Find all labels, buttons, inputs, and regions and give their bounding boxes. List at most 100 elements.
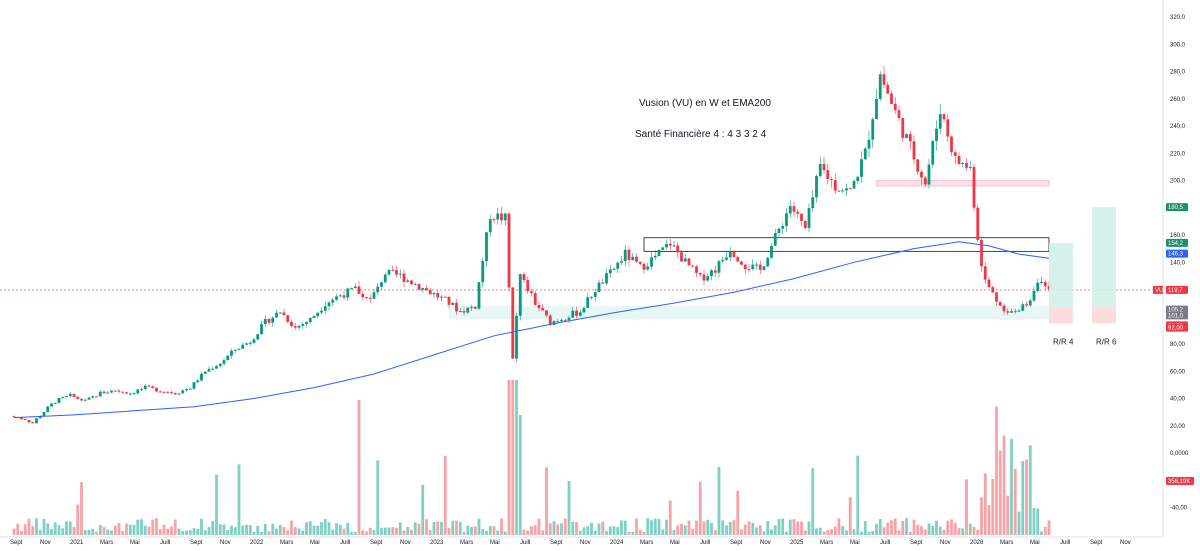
candle-body [488,219,492,233]
candle-body [815,176,818,198]
volume-bar [278,525,282,535]
volume-bar [998,450,1002,535]
volume-bar [20,530,23,535]
volume-bar [680,523,683,535]
volume-bar [530,526,533,535]
rr-label: R/R 4 [1053,337,1074,346]
candle-body [998,301,1002,306]
volume-bar [713,530,717,535]
candle-body [668,243,672,246]
candle-body [451,302,455,305]
y-tick-label: 160,0 [1170,233,1186,239]
volume-bar [440,521,443,535]
volume-bar [1047,520,1051,535]
volume-bar [980,497,983,535]
candle-body [702,274,706,281]
volume-bar [492,526,496,535]
volume-bar [477,518,481,535]
volume-bar [147,526,151,535]
x-tick-label: 2026 [970,540,984,546]
candle-body [758,264,762,270]
price-tag-label: 101,0 [1168,313,1184,319]
volume-bar [72,526,76,535]
volume-bar [646,518,650,535]
candle-body [788,206,792,214]
candle-body [267,318,271,323]
candle-body [308,317,312,323]
volume-bar [751,522,755,535]
candle-body [856,176,860,181]
price-tag-label: 119,7 [1168,288,1183,294]
volume-bar [42,519,46,535]
candle-body [207,368,211,372]
candle-body [331,299,335,303]
volume-bar [237,464,241,535]
candle-body [826,170,830,180]
volume-bar [316,525,320,535]
volume-bar [586,526,590,535]
candle-body [143,385,147,389]
candle-body [128,393,132,395]
volume-bar [102,527,106,535]
volume-bar [357,400,361,535]
candle-body [822,164,826,171]
volume-bar [815,528,818,535]
candle-body [518,274,522,316]
candle-body [631,256,635,261]
ticker-tag [1153,285,1163,294]
volume-bar [470,527,473,535]
volume-bar [162,524,166,535]
volume-bar [878,518,882,535]
volume-bar [87,529,91,535]
volume-bar [721,520,725,535]
volume-bar [957,528,961,535]
candle-body [380,282,383,287]
candle-body [530,291,533,293]
volume-bar [605,531,608,535]
volume-bar [417,523,421,535]
volume-bar [725,525,728,535]
volume-bar [695,520,698,535]
volume-bar [908,531,912,535]
candle-body [612,268,616,270]
candle-body [481,261,485,283]
volume-bar [931,525,935,535]
volume-bar [241,525,245,535]
candle-body [368,297,372,299]
risk-reward-boxes: R/R 4 R/R 6 [1049,207,1117,346]
volume-bar [717,466,721,535]
volume-bar [533,525,537,535]
volume-bar [927,523,931,535]
candle-body [567,317,571,320]
volume-bar [1013,468,1017,535]
support-zone [449,305,1049,320]
candle-body [91,396,95,398]
candle-body [691,265,695,267]
volume-bar [601,521,605,535]
candle-body [920,171,923,178]
candle-body [282,312,286,316]
candle-body [293,326,297,328]
candle-body [560,319,563,322]
candle-body [87,397,91,400]
x-tick-label: Sept [370,540,383,546]
candle-body [755,264,758,266]
x-tick-label: Sept [730,540,743,546]
volume-bar [226,530,230,535]
candle-body [57,398,61,403]
volume-bar [826,530,830,535]
candle-body [863,148,867,160]
price-axis[interactable]: 320,0300,0280,0260,0240,0220,0200,0180,0… [1170,15,1189,512]
candle-body [698,272,702,275]
candle-body [35,418,38,424]
volume-bar [623,520,627,535]
volume-bar [425,519,428,535]
volume-bar [275,528,278,535]
candle-body [980,240,983,267]
volume-bar [965,479,968,535]
volume-bar [218,524,222,535]
volume-bar [650,520,653,535]
candle-body [972,166,976,208]
time-axis[interactable]: Sept Nov 2021 Mars Mai Juill Sept Nov 2022 Mars Ma… [10,540,1131,546]
